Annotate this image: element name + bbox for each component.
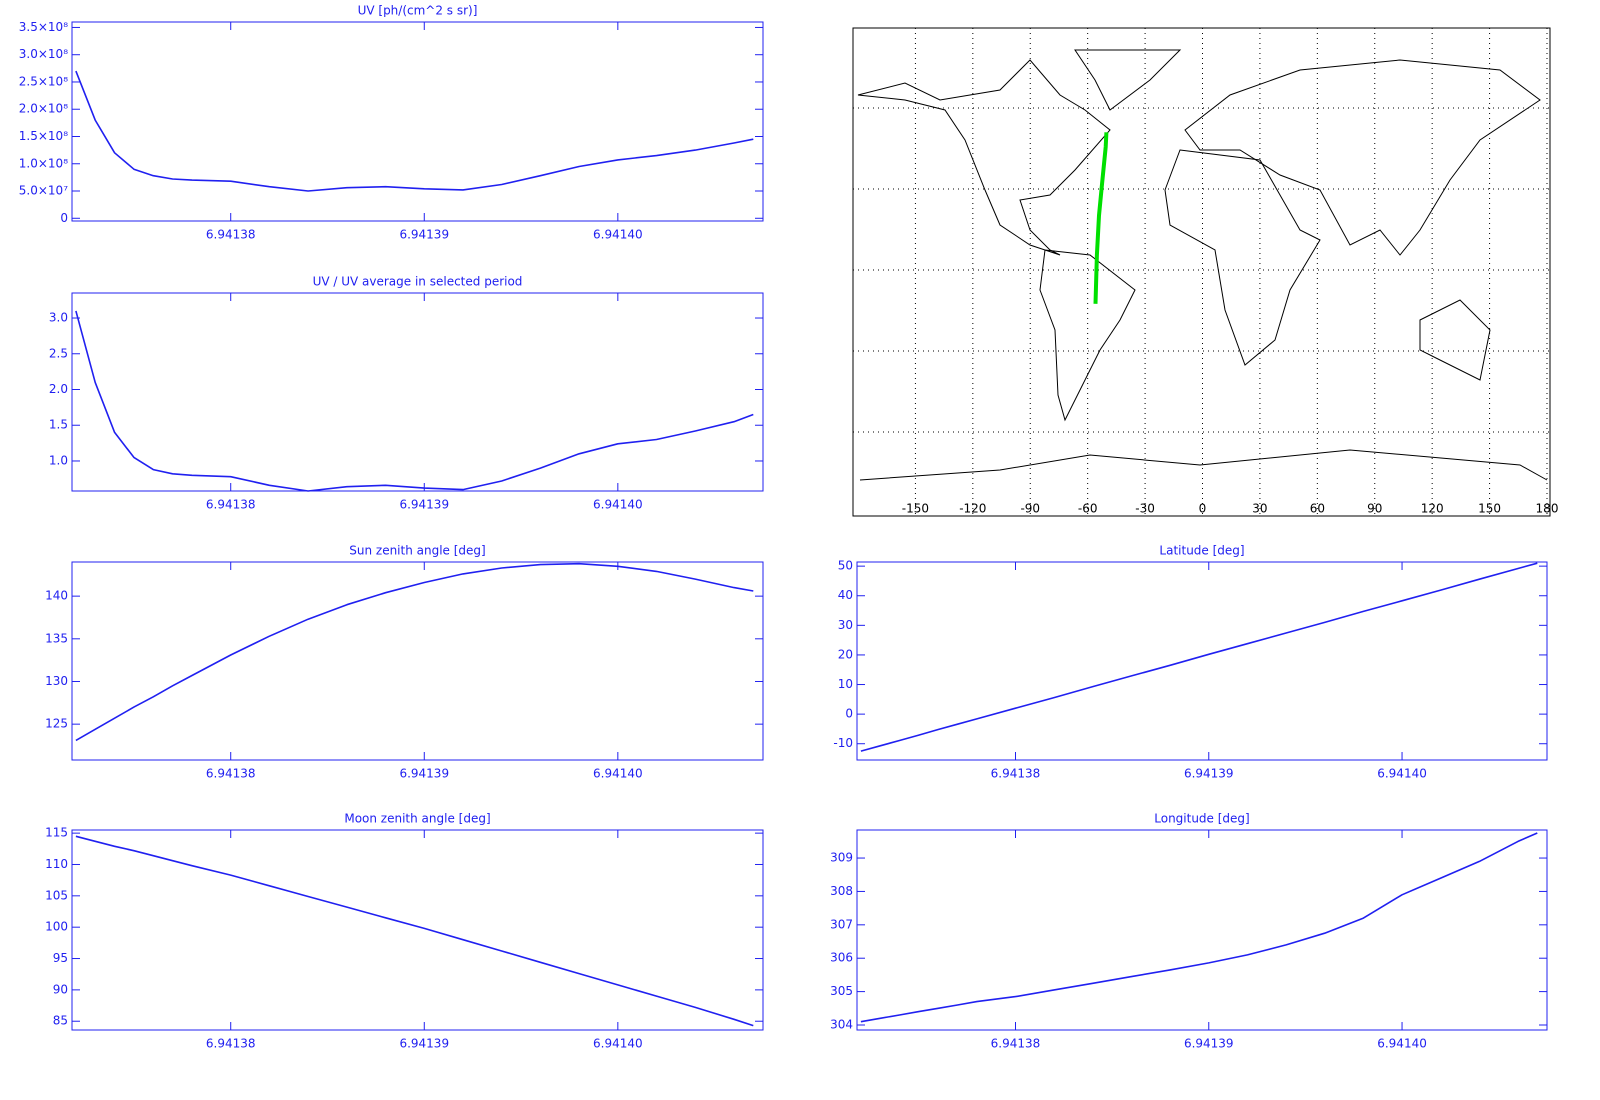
y-tick-label: 2.5×10⁸: [19, 74, 68, 88]
south-america: [1039, 249, 1136, 422]
x-tick-label: 6.94138: [991, 1037, 1041, 1051]
map-frame: [852, 27, 1551, 517]
plot-frame: [71, 561, 764, 761]
y-tick-label: 2.5: [49, 346, 68, 360]
x-tick-label: 6.94138: [206, 767, 256, 781]
x-tick-label: 6.94139: [399, 1037, 449, 1051]
y-tick-label: 3.5×10⁸: [19, 20, 68, 34]
data-line: [75, 310, 754, 492]
y-tick-label: 309: [830, 851, 853, 865]
north-america: [857, 59, 1111, 256]
data-line: [860, 562, 1538, 752]
y-tick-label: 50: [838, 559, 853, 573]
data-line: [75, 835, 754, 1027]
australia: [1419, 299, 1491, 381]
x-tick-label: 6.94140: [1377, 1037, 1427, 1051]
data-line: [75, 562, 754, 742]
y-tick-label: 135: [45, 631, 68, 645]
data-line: [860, 832, 1538, 1023]
plot-frame: [71, 292, 764, 492]
y-tick-label: 1.5×10⁸: [19, 129, 68, 143]
y-tick-label: 2.0: [49, 382, 68, 396]
y-tick-label: 3.0: [49, 311, 68, 325]
y-tick-label: 20: [838, 647, 853, 661]
y-tick-label: 90: [53, 982, 68, 996]
x-tick-label: 6.94140: [1377, 767, 1427, 781]
y-tick-label: 0: [60, 211, 68, 225]
chart-title: UV / UV average in selected period: [313, 275, 523, 289]
x-tick-label: 6.94139: [1184, 1037, 1234, 1051]
y-tick-label: 307: [830, 917, 853, 931]
y-tick-label: 306: [830, 951, 853, 965]
x-tick-label: 6.94138: [206, 1037, 256, 1051]
x-tick-label: 6.94138: [206, 498, 256, 512]
x-tick-label: 6.94139: [1184, 767, 1234, 781]
antarctica: [859, 449, 1548, 481]
y-tick-label: 125: [45, 717, 68, 731]
y-tick-label: 110: [45, 857, 68, 871]
chart-title: UV [ph/(cm^2 s sr)]: [358, 4, 478, 18]
y-tick-label: 10: [838, 677, 853, 691]
y-tick-label: 30: [838, 618, 853, 632]
x-tick-label: 6.94139: [399, 498, 449, 512]
y-tick-label: 3.0×10⁸: [19, 47, 68, 61]
plot-frame: [856, 829, 1548, 1031]
africa: [1164, 149, 1321, 366]
chart-title: Sun zenith angle [deg]: [349, 544, 485, 558]
y-tick-label: 100: [45, 920, 68, 934]
y-tick-label: 304: [830, 1017, 853, 1031]
x-tick-label: 6.94138: [206, 228, 256, 242]
y-tick-label: 5.0×10⁷: [19, 184, 68, 198]
y-tick-label: 0: [845, 707, 853, 721]
y-tick-label: 1.0×10⁸: [19, 156, 68, 170]
y-tick-label: 305: [830, 984, 853, 998]
ground-track: [1093, 132, 1109, 304]
x-tick-label: 6.94139: [399, 767, 449, 781]
y-tick-label: 1.0: [49, 453, 68, 467]
x-tick-label: 6.94140: [593, 767, 643, 781]
y-tick-label: 1.5: [49, 418, 68, 432]
y-tick-label: 2.0×10⁸: [19, 102, 68, 116]
data-line: [75, 70, 754, 192]
chart-title: Longitude [deg]: [1154, 812, 1249, 826]
chart-title: Latitude [deg]: [1159, 544, 1244, 558]
y-tick-label: 105: [45, 888, 68, 902]
greenland: [1074, 49, 1182, 111]
chart-title: Moon zenith angle [deg]: [344, 812, 490, 826]
x-tick-label: 6.94138: [991, 767, 1041, 781]
x-tick-label: 6.94140: [593, 498, 643, 512]
y-tick-label: 40: [838, 588, 853, 602]
coastlines: [857, 49, 1548, 481]
y-tick-label: 115: [45, 826, 68, 840]
y-tick-label: 95: [53, 951, 68, 965]
plot-frame: [71, 829, 764, 1031]
plot-frame: [856, 561, 1548, 761]
x-tick-label: 6.94140: [593, 228, 643, 242]
y-tick-label: 140: [45, 589, 68, 603]
y-tick-label: 308: [830, 884, 853, 898]
x-tick-label: 6.94139: [399, 228, 449, 242]
y-tick-label: -10: [833, 736, 853, 750]
eurasia: [1184, 59, 1541, 256]
y-tick-label: 85: [53, 1014, 68, 1028]
y-tick-label: 130: [45, 674, 68, 688]
x-tick-label: 6.94140: [593, 1037, 643, 1051]
plot-frame: [71, 21, 764, 222]
